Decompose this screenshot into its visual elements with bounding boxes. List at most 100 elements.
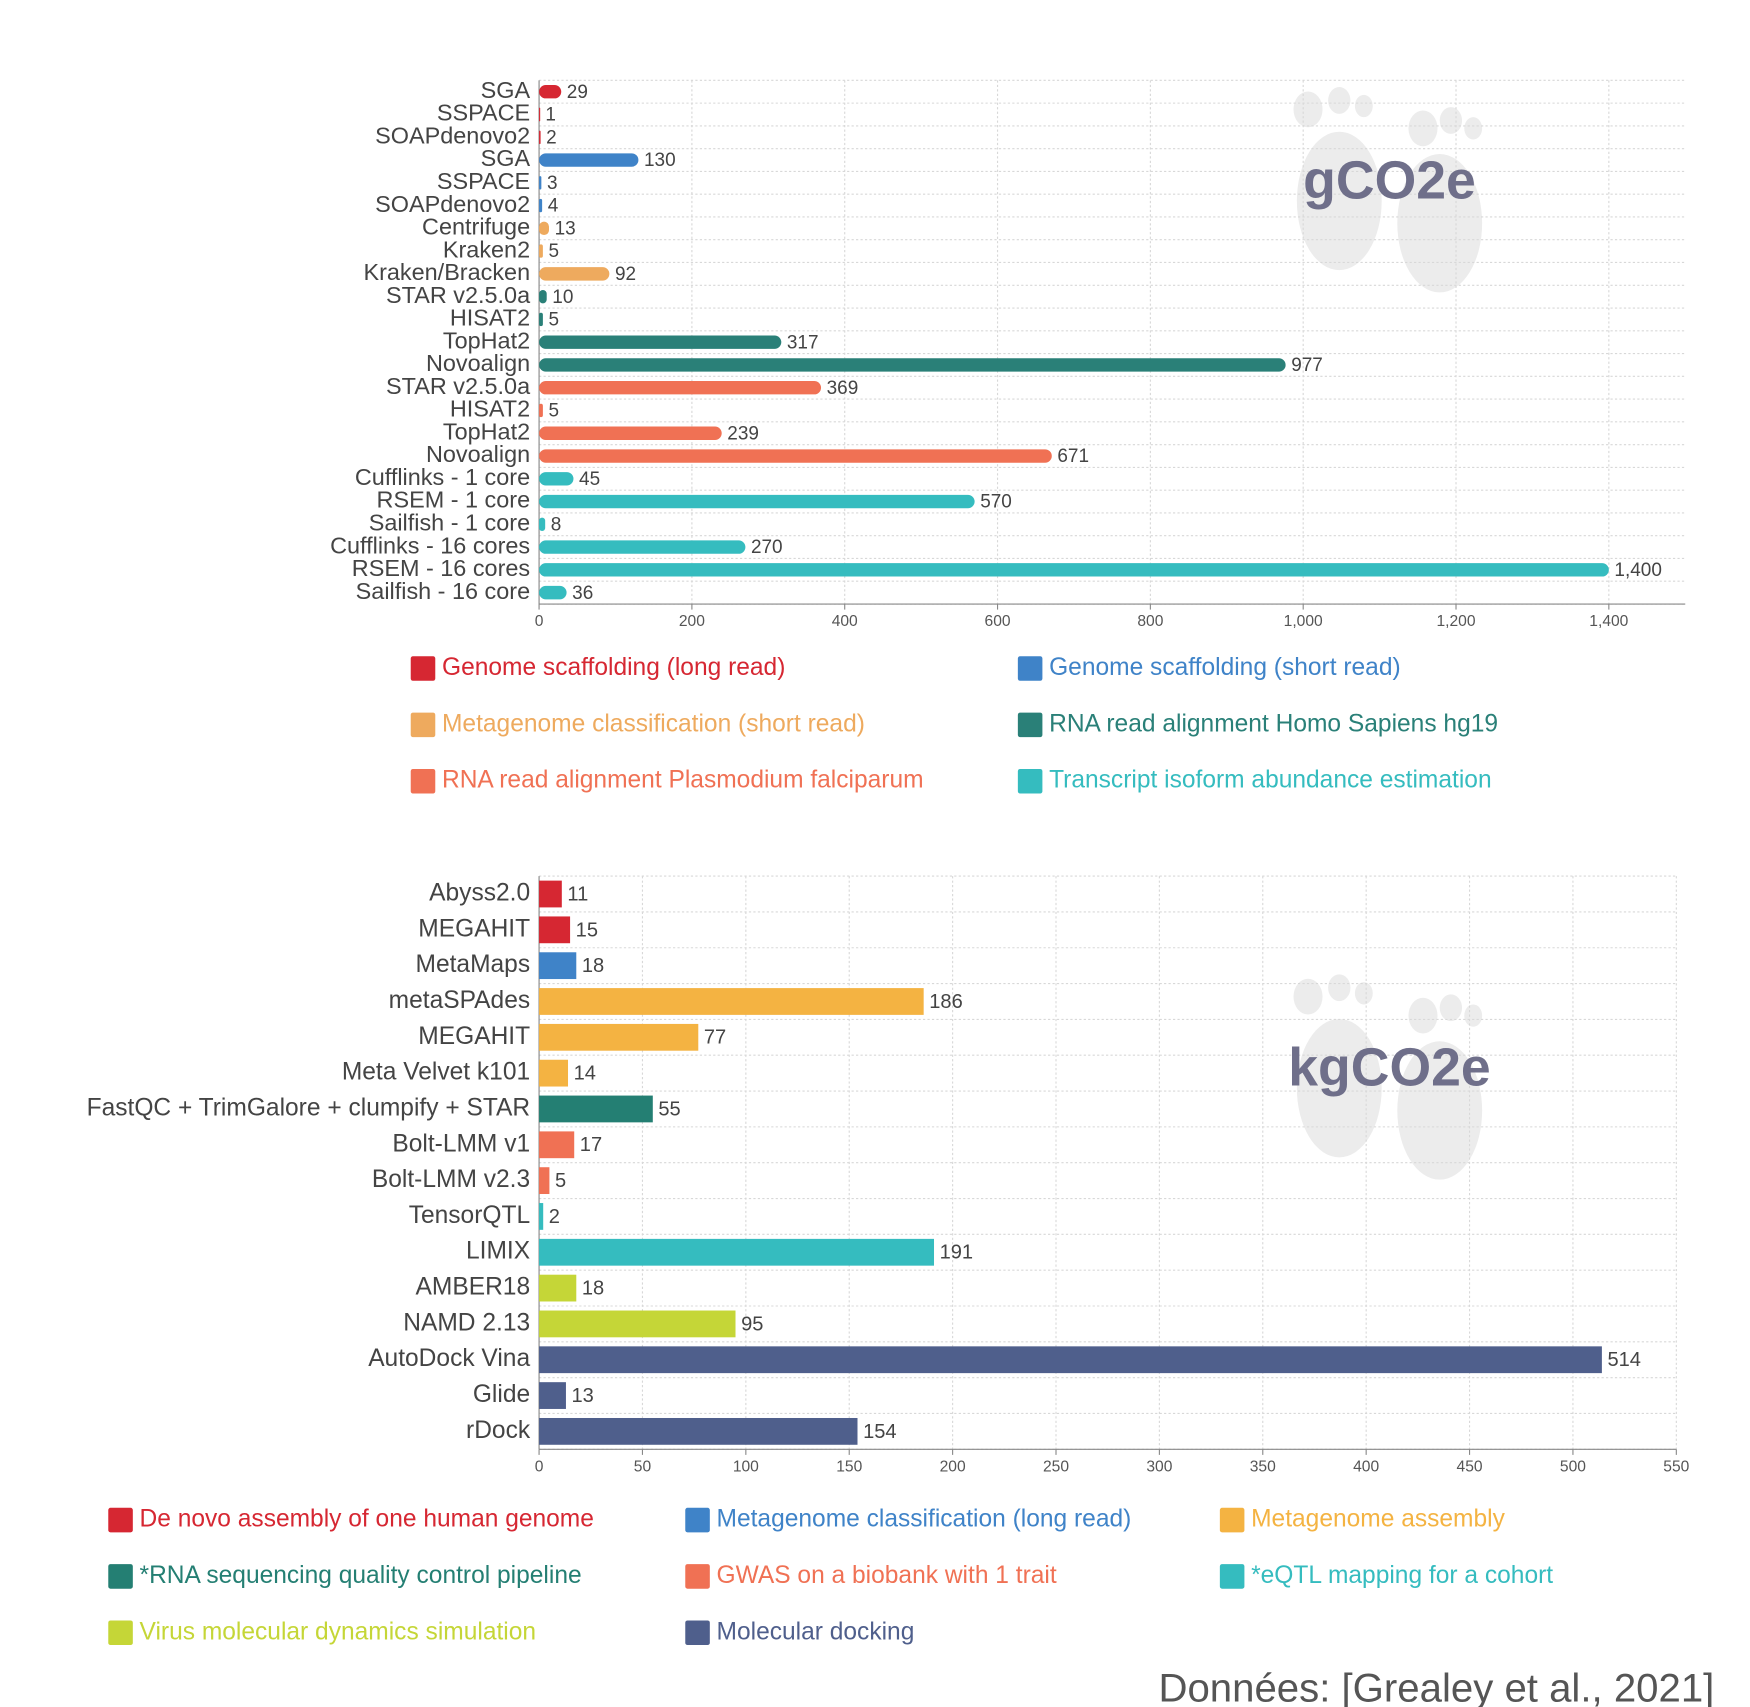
y-tick-label: SGA bbox=[481, 77, 531, 103]
x-tick-label: 400 bbox=[1353, 1458, 1379, 1475]
bar bbox=[539, 563, 1609, 577]
footprint-icon bbox=[1293, 974, 1483, 1180]
bar bbox=[539, 130, 541, 144]
y-tick-label: STAR v2.5.0a bbox=[386, 282, 531, 308]
y-tick-label: SOAPdenovo2 bbox=[375, 191, 530, 217]
y-tick-label: Cufflinks - 1 core bbox=[355, 464, 530, 490]
data-label: 36 bbox=[572, 583, 593, 604]
x-tick-label: 0 bbox=[535, 613, 544, 630]
bar bbox=[539, 1274, 577, 1302]
data-label: 5 bbox=[548, 401, 559, 422]
data-label: 18 bbox=[582, 955, 604, 977]
data-label: 977 bbox=[1291, 355, 1323, 376]
data-label: 570 bbox=[980, 492, 1012, 513]
data-label: 18 bbox=[582, 1278, 604, 1300]
legend-label: Molecular docking bbox=[717, 1618, 915, 1645]
legend-swatch bbox=[1219, 1507, 1245, 1533]
data-label: 154 bbox=[863, 1421, 897, 1443]
y-tick-label: NAMD 2.13 bbox=[403, 1309, 530, 1336]
y-tick-label: MetaMaps bbox=[416, 951, 531, 978]
data-label: 3 bbox=[547, 173, 558, 194]
legend-label: Virus molecular dynamics simulation bbox=[140, 1618, 537, 1645]
data-label: 2 bbox=[546, 127, 557, 148]
legend-swatch bbox=[410, 768, 436, 794]
data-label: 186 bbox=[929, 991, 963, 1013]
y-tick-label: Bolt-LMM v1 bbox=[392, 1130, 530, 1157]
x-tick-label: 500 bbox=[1560, 1458, 1586, 1475]
y-tick-label: AutoDock Vina bbox=[368, 1345, 530, 1372]
bar bbox=[539, 1238, 935, 1266]
legend-label: Genome scaffolding (long read) bbox=[442, 654, 785, 681]
data-label: 5 bbox=[548, 310, 559, 331]
footprint-icon bbox=[1293, 87, 1483, 293]
bar bbox=[539, 198, 543, 213]
bar bbox=[539, 426, 722, 440]
y-tick-label: Centrifuge bbox=[422, 214, 530, 240]
y-tick-label: SSPACE bbox=[437, 168, 530, 194]
data-label: 317 bbox=[787, 332, 819, 353]
y-tick-label: AMBER18 bbox=[416, 1274, 531, 1301]
data-label: 92 bbox=[615, 264, 636, 285]
legend-swatch bbox=[685, 1507, 710, 1533]
x-tick-label: 600 bbox=[985, 613, 1011, 630]
legend-label: GWAS on a biobank with 1 trait bbox=[717, 1562, 1057, 1589]
bar bbox=[539, 585, 567, 600]
x-tick-label: 400 bbox=[832, 613, 858, 630]
data-label: 29 bbox=[567, 82, 588, 103]
legend-label: *eQTL mapping for a cohort bbox=[1251, 1562, 1553, 1589]
data-label: 17 bbox=[580, 1134, 602, 1156]
legend-label: Genome scaffolding (short read) bbox=[1049, 654, 1401, 681]
legend-swatch bbox=[685, 1564, 710, 1589]
data-label: 8 bbox=[551, 514, 562, 535]
y-tick-label: Cufflinks - 16 cores bbox=[330, 532, 530, 558]
bar bbox=[539, 107, 541, 122]
y-tick-label: Novoalign bbox=[426, 350, 530, 376]
bar bbox=[539, 381, 822, 395]
bar bbox=[539, 1095, 653, 1123]
chart: 0 50 100 150 200 250 300 350 400 450 500 550 kgCO2e A… bbox=[87, 875, 1690, 1645]
data-label: 2 bbox=[549, 1206, 560, 1228]
bar bbox=[539, 472, 574, 486]
legend-label: RNA read alignment Homo Sapiens hg19 bbox=[1049, 710, 1498, 737]
y-tick-label: Kraken/Bracken bbox=[363, 259, 530, 285]
x-tick-label: 300 bbox=[1146, 1458, 1172, 1475]
bar bbox=[539, 988, 924, 1015]
y-tick-label: Bolt-LMM v2.3 bbox=[372, 1166, 530, 1193]
data-label: 77 bbox=[704, 1027, 726, 1049]
bar bbox=[539, 1131, 575, 1159]
bar bbox=[539, 880, 562, 908]
y-tick-label: Glide bbox=[473, 1381, 530, 1408]
data-label: 95 bbox=[741, 1313, 763, 1335]
data-label: 514 bbox=[1607, 1349, 1641, 1371]
data-label: 5 bbox=[548, 241, 559, 262]
data-label: 10 bbox=[552, 287, 573, 308]
legend-label: De novo assembly of one human genome bbox=[140, 1506, 594, 1533]
data-label: 130 bbox=[644, 150, 676, 171]
legend-label: Metagenome assembly bbox=[1251, 1506, 1506, 1533]
y-tick-label: Meta Velvet k101 bbox=[342, 1059, 530, 1086]
y-tick-label: rDock bbox=[466, 1417, 531, 1444]
legend-label: *RNA sequencing quality control pipeline bbox=[140, 1562, 582, 1589]
x-tick-label: 1,000 bbox=[1284, 613, 1323, 630]
bar bbox=[539, 1310, 736, 1338]
y-tick-label: Sailfish - 16 core bbox=[356, 578, 530, 604]
bar bbox=[539, 1203, 544, 1230]
y-tick-label: SOAPdenovo2 bbox=[375, 122, 530, 148]
data-label: 369 bbox=[827, 378, 859, 399]
data-label: 5 bbox=[555, 1170, 566, 1192]
chart: 0 200 400 600 800 1,000 1,200 1,400 gCO2e SGA 29 SS… bbox=[330, 77, 1686, 794]
x-tick-label: 100 bbox=[733, 1458, 759, 1475]
legend-label: Metagenome classification (short read) bbox=[442, 710, 865, 737]
data-label: 14 bbox=[574, 1063, 596, 1085]
x-tick-label: 800 bbox=[1137, 613, 1163, 630]
x-tick-label: 150 bbox=[836, 1458, 862, 1475]
data-label: 1,400 bbox=[1614, 560, 1661, 581]
data-label: 4 bbox=[548, 196, 559, 217]
bar bbox=[539, 1382, 566, 1409]
data-label: 11 bbox=[567, 883, 588, 905]
bar bbox=[539, 312, 543, 327]
bar bbox=[539, 1417, 858, 1445]
bar bbox=[539, 540, 746, 554]
data-label: 55 bbox=[658, 1098, 680, 1120]
